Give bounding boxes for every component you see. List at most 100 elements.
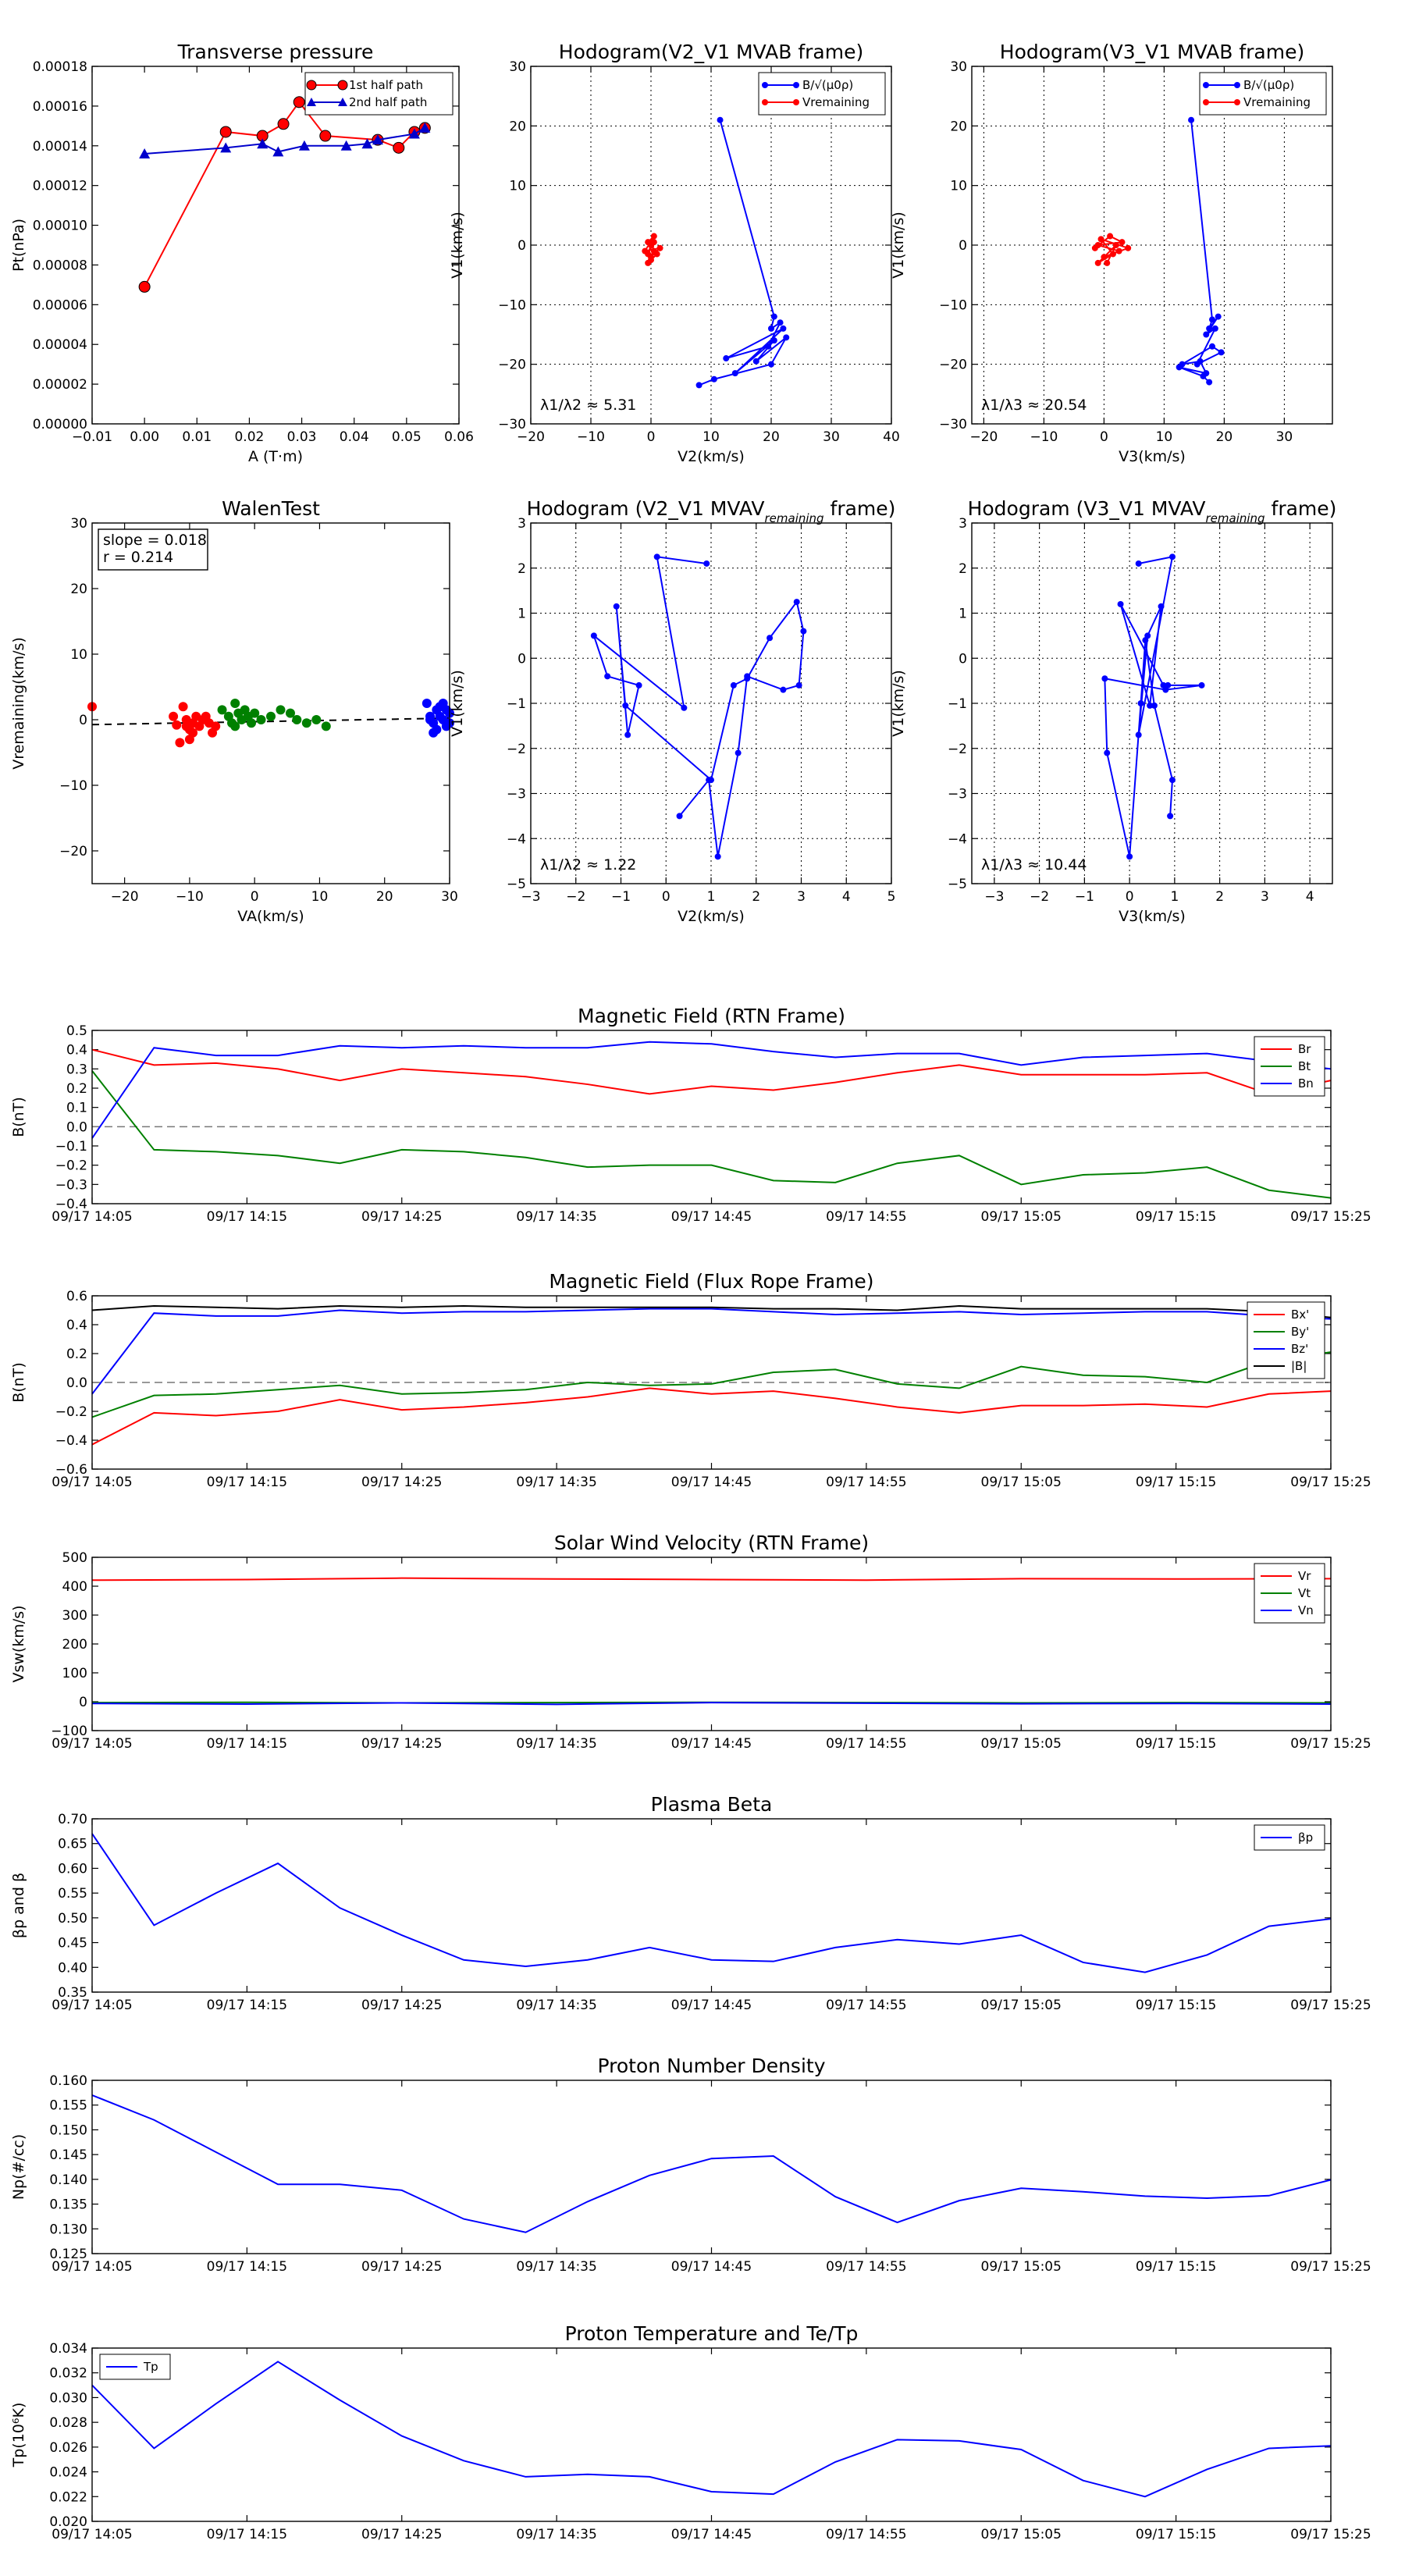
y-tick-label: 0.00010 bbox=[33, 219, 87, 234]
data-point bbox=[1211, 325, 1218, 332]
y-tick-label: −0.6 bbox=[55, 1462, 87, 1478]
x-tick-label: 09/17 14:15 bbox=[207, 1475, 287, 1490]
x-tick-label: 0.01 bbox=[182, 429, 212, 445]
y-tick-label: 400 bbox=[62, 1579, 87, 1595]
legend-marker bbox=[338, 98, 347, 106]
data-point bbox=[1206, 325, 1213, 332]
y-axis-label: V1(km/s) bbox=[449, 670, 466, 737]
data-point bbox=[765, 343, 772, 350]
x-tick-label: 09/17 14:55 bbox=[826, 2259, 906, 2275]
data-point bbox=[1112, 242, 1119, 248]
chart-title-main: Hodogram(V3_V1 MVAB frame) bbox=[1000, 41, 1304, 63]
y-tick-label: −0.3 bbox=[55, 1177, 87, 1193]
series-1 bbox=[139, 122, 431, 158]
y-tick-label: 0.022 bbox=[49, 2489, 87, 2505]
data-point bbox=[1197, 358, 1204, 365]
chart-hodogram-v2-v1-mvab: −20 −10 0 10 20 30 40−30−20−100102030Hodogram(… bbox=[449, 41, 900, 465]
data-point bbox=[730, 681, 737, 688]
legend-item: Bt bbox=[1261, 1059, 1311, 1073]
data-point bbox=[752, 358, 759, 365]
data-point bbox=[1209, 316, 1215, 323]
y-tick-label: −20 bbox=[939, 358, 967, 373]
y-tick-label: 0.032 bbox=[49, 2366, 87, 2382]
x-tick-label: 0 bbox=[647, 429, 656, 445]
x-tick-label: 09/17 14:25 bbox=[361, 1736, 442, 1752]
legend-item: |B| bbox=[1254, 1359, 1307, 1373]
data-point bbox=[293, 96, 305, 109]
y-tick-label: 0.00006 bbox=[33, 297, 87, 313]
legend-box bbox=[304, 72, 454, 116]
x-tick-label: 09/17 14:35 bbox=[516, 1475, 596, 1490]
chart-title: Hodogram(V2_V1 MVAB frame) bbox=[559, 41, 863, 63]
plot-area bbox=[92, 66, 459, 424]
y-tick-label: 30 bbox=[509, 59, 526, 75]
legend: Bx' By' Bz' |B| bbox=[1247, 1301, 1325, 1379]
x-axis-label: V3(km/s) bbox=[1119, 448, 1186, 465]
x-tick-label: 09/17 14:35 bbox=[516, 2259, 596, 2275]
x-tick-label: −20 bbox=[517, 429, 545, 445]
data-point bbox=[676, 813, 683, 820]
data-point bbox=[1094, 242, 1101, 248]
y-tick-label: −3 bbox=[507, 787, 526, 802]
series-line-|B| bbox=[91, 1304, 1332, 1318]
legend-item: Bz' bbox=[1254, 1342, 1308, 1356]
plot-frame bbox=[530, 66, 892, 425]
data-point bbox=[1158, 603, 1165, 610]
data-point bbox=[372, 134, 383, 145]
legend-marker bbox=[793, 99, 799, 105]
data-point bbox=[744, 673, 751, 680]
x-tick-label: 09/17 15:15 bbox=[1136, 1209, 1216, 1225]
data-point bbox=[256, 715, 266, 724]
x-tick-label: 4 bbox=[1306, 889, 1314, 905]
legend: 1st half path 2nd half path bbox=[304, 72, 454, 116]
data-point bbox=[301, 718, 311, 728]
chart-hodogram-v3-v1-mvab: −20 −10 0 10 20 30−30−20−100102030Hodogram(V3… bbox=[890, 41, 1333, 465]
chart-title-end: frame) bbox=[824, 497, 896, 520]
data-point bbox=[422, 699, 432, 708]
x-tick-label: 09/17 15:15 bbox=[1136, 1998, 1216, 2013]
legend: Br Bt Bn bbox=[1254, 1036, 1325, 1097]
data-point bbox=[650, 239, 657, 246]
y-tick-label: 0.35 bbox=[58, 1985, 87, 2001]
chart-mag-rtn: 09/17 14:05 09/17 14:15 09/17 14:25 09/17 1… bbox=[10, 1005, 1371, 1225]
series-line-Bz' bbox=[91, 1308, 1332, 1395]
x-tick-label: 09/17 15:05 bbox=[981, 1736, 1062, 1752]
x-tick-label: 0 bbox=[251, 889, 259, 905]
y-tick-label: 0.034 bbox=[49, 2341, 87, 2357]
data-point bbox=[590, 632, 597, 639]
data-point bbox=[1142, 637, 1149, 644]
x-tick-label: 09/17 14:55 bbox=[826, 2527, 906, 2542]
data-point bbox=[408, 128, 420, 139]
data-point bbox=[1137, 700, 1144, 706]
chart-title: Transverse pressure bbox=[177, 41, 374, 63]
x-tick-label: 09/17 14:15 bbox=[207, 1736, 287, 1752]
legend-label: Bx' bbox=[1291, 1308, 1309, 1322]
y-axis-label: Vremaining(km/s) bbox=[10, 637, 27, 770]
legend-item: Vremaining bbox=[762, 95, 870, 109]
data-point bbox=[783, 334, 790, 341]
legend-label: Vn bbox=[1298, 1603, 1314, 1617]
chart-title: WalenTest bbox=[222, 497, 320, 520]
legend-label: |B| bbox=[1291, 1359, 1307, 1373]
y-tick-label: 0 bbox=[959, 651, 967, 667]
y-tick-label: 0.140 bbox=[49, 2172, 87, 2188]
x-tick-label: 40 bbox=[883, 429, 900, 445]
y-tick-label: −0.2 bbox=[55, 1158, 87, 1174]
x-tick-label: 09/17 14:25 bbox=[361, 2527, 442, 2542]
x-tick-label: 20 bbox=[763, 429, 780, 445]
series-line-βp bbox=[91, 1833, 1332, 1973]
x-tick-label: 09/17 14:05 bbox=[52, 1209, 132, 1225]
chart-title-main: Proton Temperature and Te/Tp bbox=[565, 2322, 859, 2345]
plot-area bbox=[972, 523, 1332, 884]
legend-marker bbox=[306, 80, 317, 91]
data-point bbox=[695, 382, 702, 389]
data-point bbox=[181, 721, 191, 731]
data-point bbox=[1109, 251, 1116, 258]
x-tick-label: 1 bbox=[1170, 889, 1179, 905]
legend-marker bbox=[793, 82, 799, 88]
x-tick-label: 2 bbox=[752, 889, 760, 905]
y-tick-label: −20 bbox=[59, 844, 87, 859]
data-point bbox=[292, 715, 302, 724]
y-tick-label: 0.135 bbox=[49, 2197, 87, 2213]
data-point bbox=[714, 853, 721, 860]
